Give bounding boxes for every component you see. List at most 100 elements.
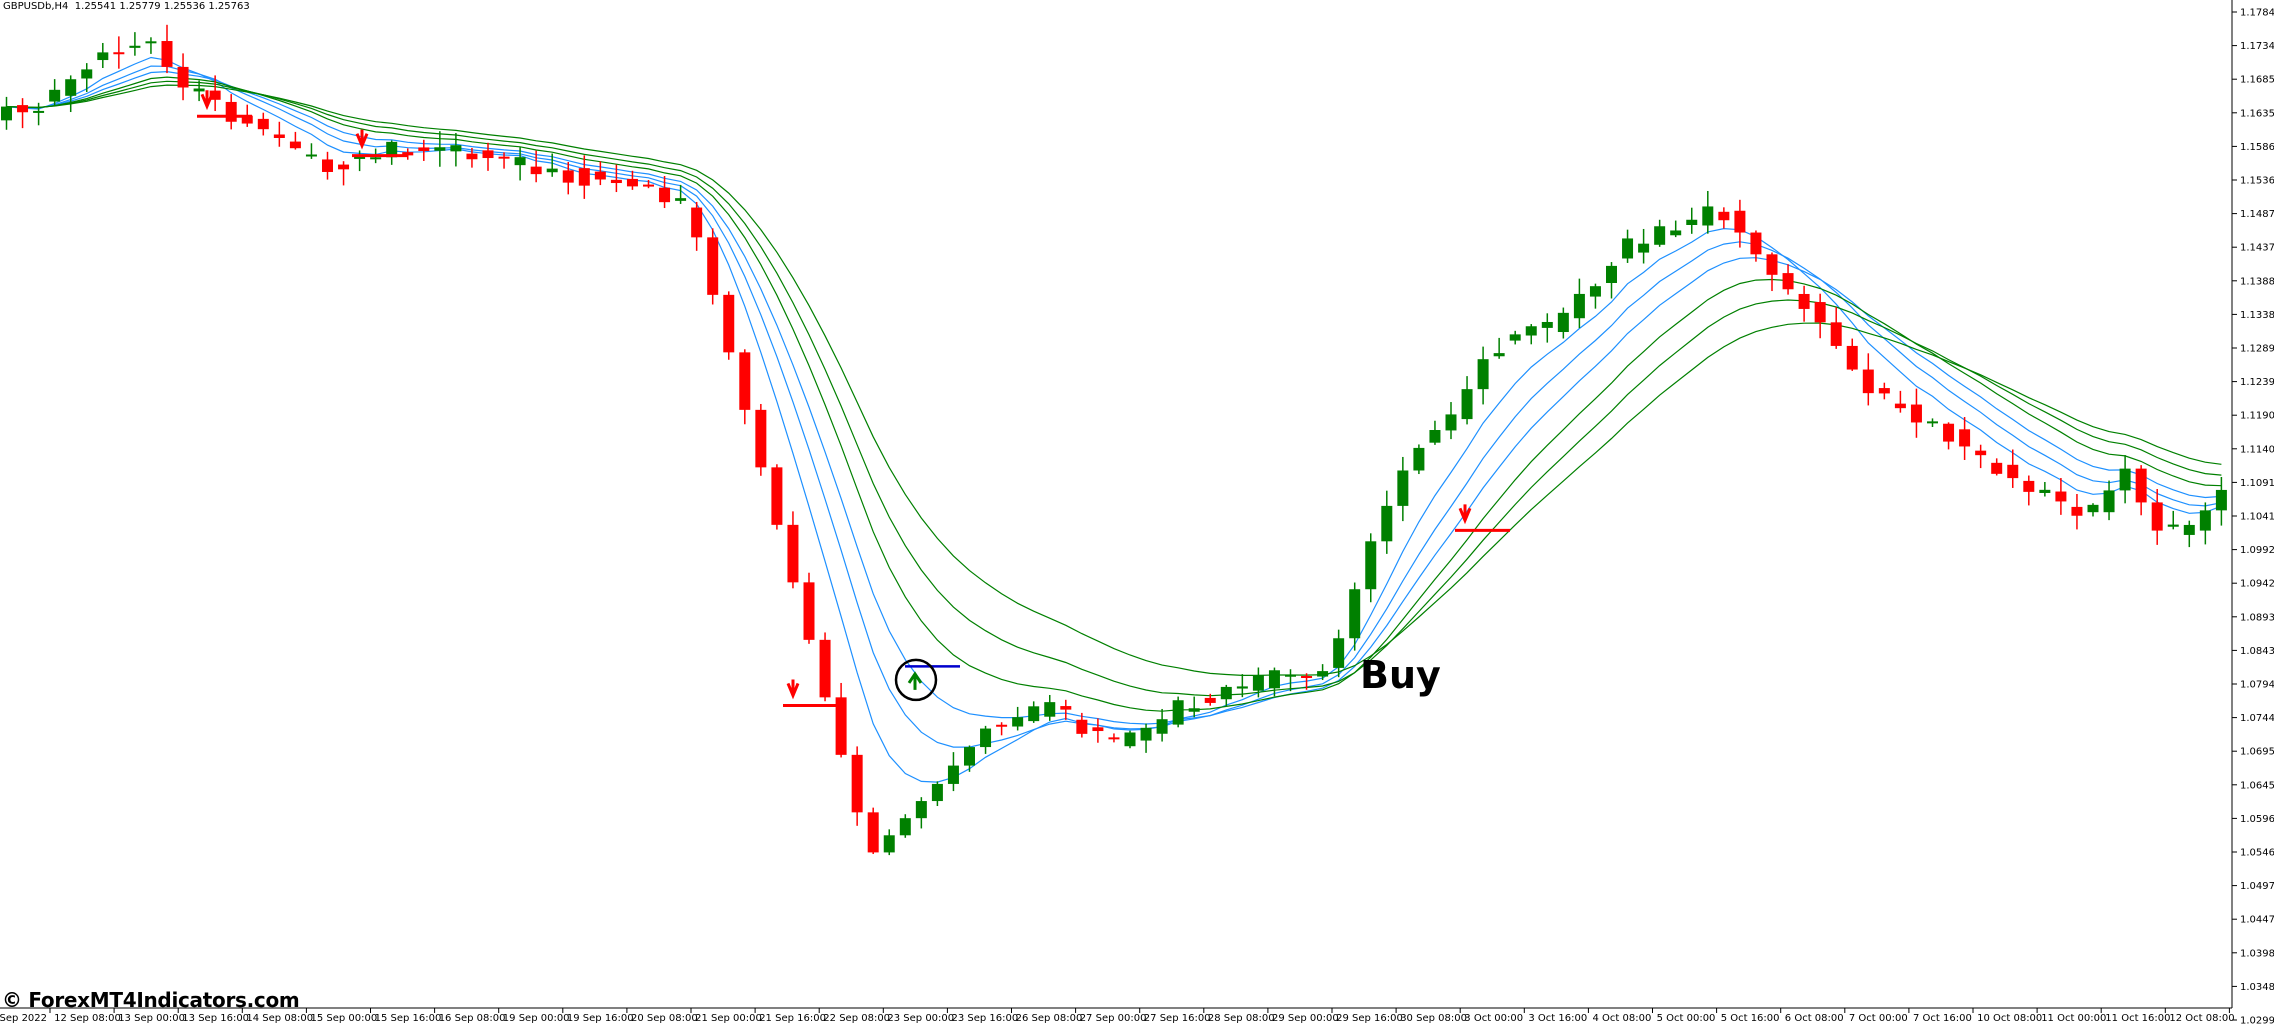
candle	[1766, 252, 1778, 292]
candle	[81, 63, 93, 93]
price-tick-label: 1.08430	[2240, 646, 2274, 657]
buy-signal-label: Buy	[1360, 653, 1441, 697]
candle	[402, 148, 414, 160]
time-tick-label: 15 Sep 16:00	[375, 1013, 442, 1024]
candle	[675, 184, 687, 204]
price-tick-label: 1.14370	[2240, 243, 2274, 254]
candle	[1, 96, 12, 130]
candle	[1943, 422, 1955, 450]
candle	[1188, 696, 1200, 718]
symbol-ohlc-header: GBPUSDb,H4 1.25541 1.25779 1.25536 1.257…	[3, 1, 250, 12]
price-tick-label: 1.02990	[2240, 1016, 2274, 1026]
time-tick-label: 29 Sep 00:00	[1272, 1013, 1339, 1024]
candle	[1349, 582, 1361, 651]
moving-average-ribbon	[6, 56, 2222, 783]
candle	[354, 150, 366, 172]
candle	[1236, 674, 1248, 698]
candle	[1317, 664, 1329, 681]
price-tick-label: 1.15860	[2240, 142, 2274, 153]
candle	[1140, 723, 1152, 753]
time-tick-label: 22 Sep 08:00	[823, 1013, 890, 1024]
candle	[1461, 376, 1473, 425]
time-tick-label: 4 Oct 08:00	[1593, 1013, 1652, 1024]
candle	[1156, 708, 1168, 742]
price-tick-label: 1.16350	[2240, 108, 2274, 119]
candle	[2023, 475, 2035, 506]
price-tick-label: 1.17340	[2240, 41, 2274, 52]
candle	[691, 201, 703, 251]
candle	[964, 745, 975, 772]
time-tick-label: 14 Sep 08:00	[246, 1013, 313, 1024]
price-tick-label: 1.07440	[2240, 713, 2274, 724]
buy-signal-circle	[894, 658, 938, 702]
candle	[1365, 533, 1377, 603]
time-tick-label: 27 Sep 16:00	[1144, 1013, 1211, 1024]
candle	[771, 464, 783, 530]
time-tick-label: 13 Sep 00:00	[118, 1013, 185, 1024]
time-tick-label: 19 Sep 16:00	[567, 1013, 634, 1024]
candle	[723, 291, 735, 360]
candle	[1429, 420, 1441, 445]
candle	[1044, 694, 1056, 721]
candle	[1878, 382, 1890, 400]
candle	[707, 228, 719, 305]
candle	[1525, 324, 1537, 345]
candle	[322, 151, 333, 180]
candle	[2151, 489, 2163, 545]
slow-ma-line	[6, 80, 2222, 697]
candle	[1124, 730, 1136, 749]
price-tick-label: 1.05960	[2240, 814, 2274, 825]
time-tick-label: 11 Oct 16:00	[2105, 1013, 2170, 1024]
candle	[193, 80, 205, 102]
candle	[482, 142, 494, 171]
sell-arrow-icon	[1455, 504, 1510, 532]
candle	[1686, 207, 1698, 234]
time-tick-label: 28 Sep 08:00	[1208, 1013, 1275, 1024]
candle	[65, 75, 77, 113]
candle	[305, 143, 317, 159]
price-tick-label: 1.06450	[2240, 780, 2274, 791]
candle	[1108, 733, 1120, 743]
candle	[659, 175, 671, 209]
candle	[1862, 353, 1874, 406]
sell-arrow-icon	[783, 679, 838, 707]
price-tick-label: 1.07940	[2240, 680, 2274, 691]
price-tick-label: 1.06950	[2240, 747, 2274, 758]
candle	[610, 164, 622, 193]
slow-ma-line	[6, 76, 2222, 712]
candle	[915, 797, 927, 829]
candle	[177, 53, 189, 101]
candle	[289, 131, 301, 150]
time-tick-label: 15 Sep 00:00	[311, 1013, 378, 1024]
price-tick-label: 1.05460	[2240, 848, 2274, 859]
symbol-name: GBPUSDb,H4	[3, 1, 69, 12]
candle	[1333, 629, 1345, 678]
candle	[450, 133, 462, 167]
candle	[338, 161, 350, 186]
candle	[1798, 285, 1810, 322]
time-tick-label: 27 Sep 00:00	[1080, 1013, 1147, 1024]
candle	[562, 161, 574, 195]
sell-arrow-icon	[352, 129, 407, 158]
candle	[113, 36, 125, 69]
time-tick-label: 23 Sep 16:00	[952, 1013, 1019, 1024]
time-tick-label: 7 Oct 16:00	[1913, 1013, 1972, 1024]
candle	[2135, 465, 2147, 516]
candle	[2183, 520, 2195, 548]
price-tick-label: 1.13880	[2240, 276, 2274, 287]
time-tick-label: 21 Sep 00:00	[695, 1013, 762, 1024]
price-tick-label: 1.11400	[2240, 444, 2274, 455]
candle	[739, 349, 751, 425]
price-tick-label: 1.12890	[2240, 344, 2274, 355]
candle	[17, 98, 29, 129]
time-tick-label: 12 Sep 08:00	[54, 1013, 121, 1024]
candle	[899, 814, 911, 838]
candle	[546, 153, 558, 177]
price-tick-label: 1.12390	[2240, 377, 2274, 388]
candle	[1301, 673, 1313, 690]
price-axis-labels: 1.17840 1.17340 1.16850 1.16350 1.15860 1.153…	[2232, 8, 2274, 1026]
candle	[2087, 503, 2099, 517]
candle	[1830, 307, 1842, 349]
